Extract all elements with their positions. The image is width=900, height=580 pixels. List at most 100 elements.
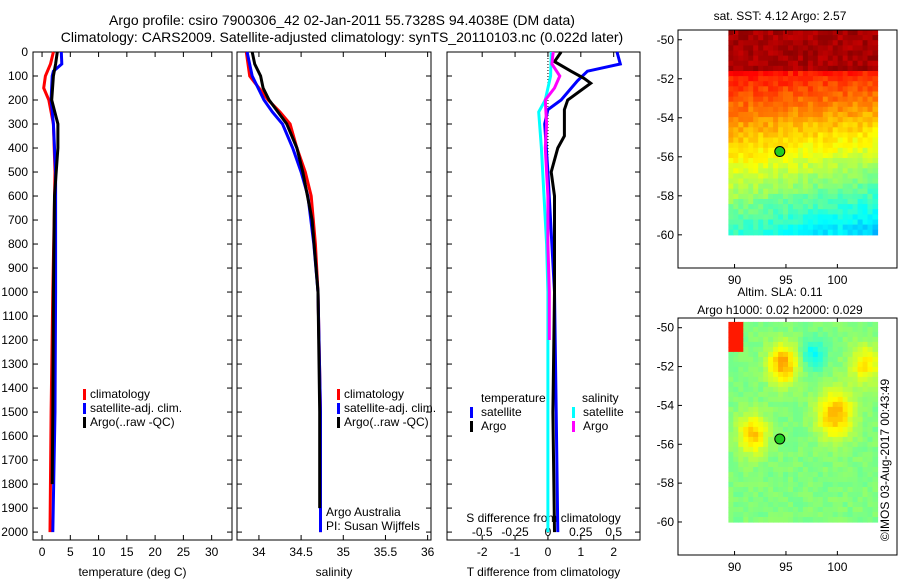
map-cell — [778, 492, 784, 498]
map-cell — [768, 178, 774, 185]
map-cell — [802, 50, 809, 57]
map-cell — [738, 472, 744, 478]
map-cell — [822, 111, 829, 118]
map-cell — [763, 76, 769, 82]
map-cell — [807, 461, 814, 468]
map-cell — [852, 336, 859, 343]
map-cell — [837, 96, 844, 103]
map-cell — [872, 45, 879, 52]
map-cell — [783, 45, 789, 52]
x-tick-label: -2 — [477, 545, 488, 559]
map-cell — [817, 381, 824, 388]
map-cell — [812, 224, 819, 231]
map-cell — [758, 122, 764, 128]
map-cell — [847, 336, 854, 343]
map-cell — [768, 477, 774, 483]
map-cell — [778, 168, 784, 174]
map-cell — [847, 426, 854, 433]
map-cell — [773, 55, 779, 62]
map-cell — [763, 456, 769, 463]
map-cell — [822, 446, 829, 453]
map-cell — [812, 517, 819, 523]
map-cell — [743, 436, 749, 443]
map-cell — [827, 30, 834, 36]
map-cell — [783, 331, 789, 338]
map-cell — [847, 351, 854, 358]
map-cell — [773, 456, 779, 463]
map-cell — [763, 472, 769, 478]
map-cell — [852, 122, 859, 128]
map-cell — [827, 173, 834, 180]
map-cell — [788, 411, 794, 418]
map-cell — [778, 91, 784, 98]
map-cell — [802, 386, 809, 393]
map-cell — [867, 426, 874, 433]
map-cell — [778, 487, 784, 493]
map-cell — [862, 199, 869, 205]
map-cell — [812, 472, 819, 478]
map-cell — [862, 411, 869, 418]
y-tick-label: 0 — [21, 45, 28, 59]
map-cell — [827, 111, 834, 118]
map-cell — [857, 461, 864, 468]
map-cell — [817, 35, 824, 41]
map-cell — [783, 341, 789, 348]
map-cell — [793, 346, 799, 353]
map-cell — [862, 477, 869, 483]
map-cell — [758, 436, 764, 443]
map-cell — [827, 502, 834, 508]
map-cell — [817, 326, 824, 333]
map-cell — [743, 507, 749, 513]
map-cell — [867, 396, 874, 403]
map-cell — [793, 55, 799, 62]
map-cell — [822, 81, 829, 87]
map-cell — [822, 386, 829, 393]
map-cell — [817, 356, 824, 363]
y-tick-label: 500 — [8, 165, 28, 179]
map-cell — [778, 512, 784, 518]
map-cell — [763, 30, 769, 36]
map-cell — [753, 341, 759, 348]
map-cell — [738, 446, 744, 453]
map-cell — [733, 391, 739, 398]
map-cell — [827, 163, 834, 169]
x-axis-label: T difference from climatology — [467, 565, 621, 579]
map-cell — [788, 204, 794, 210]
map-cell — [763, 60, 769, 67]
map-cell — [822, 396, 829, 403]
map-cell — [847, 371, 854, 378]
map-cell — [822, 512, 829, 518]
map-cell — [857, 96, 864, 103]
map-cell — [753, 137, 759, 144]
map-cell — [802, 461, 809, 468]
map-cell — [837, 219, 844, 226]
map-cell — [793, 406, 799, 413]
map-cell — [872, 426, 879, 433]
map-cell — [832, 461, 839, 468]
map-cell — [788, 346, 794, 353]
map-cell — [827, 441, 834, 448]
map-cell — [788, 193, 794, 200]
map-cell — [768, 361, 774, 368]
map-cell — [763, 467, 769, 473]
map-cell — [832, 391, 839, 398]
map-cell — [748, 158, 754, 164]
map-cell — [857, 517, 864, 523]
map-cell — [738, 81, 744, 87]
map-cell — [827, 351, 834, 358]
map-cell — [812, 386, 819, 393]
map-cell — [862, 421, 869, 428]
map-cell — [842, 35, 849, 41]
lat-tick-label: -60 — [657, 228, 675, 242]
map-cell — [733, 101, 739, 108]
map-cell — [862, 472, 869, 478]
map-cell — [817, 132, 824, 139]
map-cell — [778, 477, 784, 483]
panel-temperature: 0100200300400500600700800900100011001200… — [1, 45, 233, 579]
map-cell — [748, 331, 754, 338]
map-cell — [827, 96, 834, 103]
map-cell — [728, 446, 734, 453]
map-cell — [817, 55, 824, 62]
map-cell — [773, 472, 779, 478]
map-field — [728, 30, 879, 236]
